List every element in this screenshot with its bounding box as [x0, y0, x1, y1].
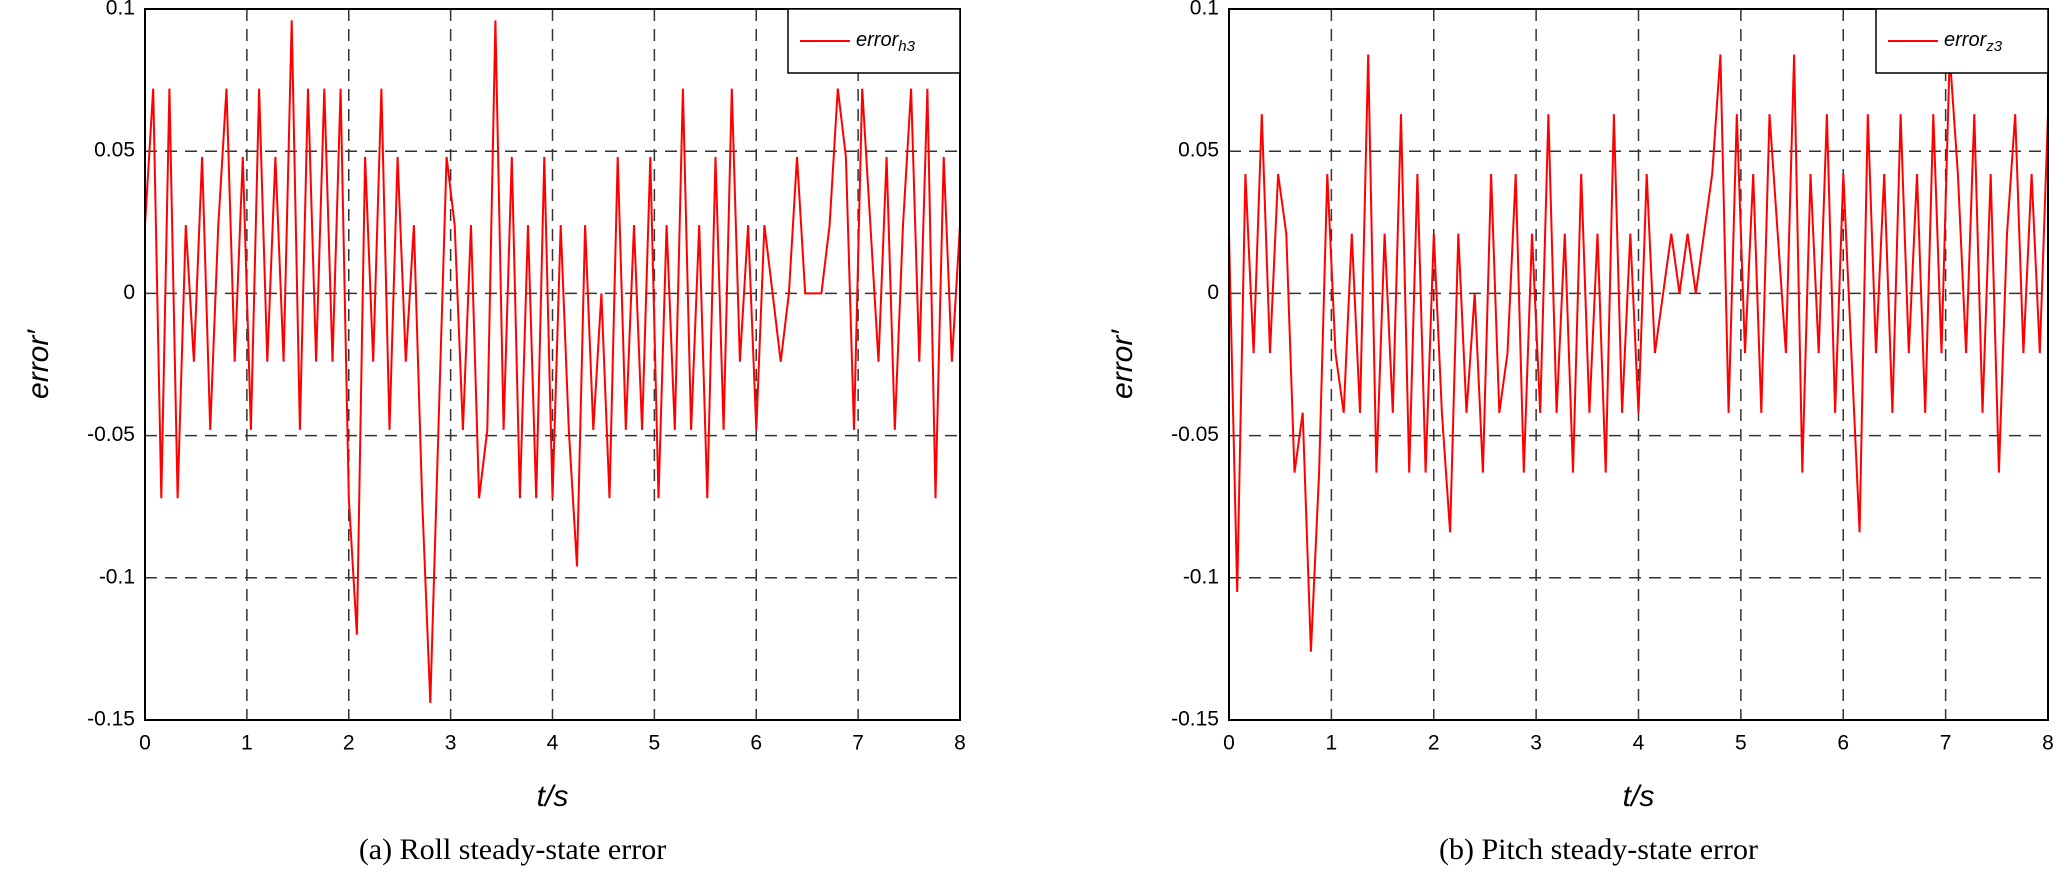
data-line — [144, 20, 961, 703]
legend: errorz3 — [1875, 8, 2049, 74]
axes-frame — [144, 8, 961, 721]
x-tick-label: 6 — [750, 732, 762, 755]
plot-area — [1229, 9, 2048, 720]
y-tick-label: -0.15 — [1171, 708, 1219, 731]
x-axis-label: t/s — [537, 780, 569, 813]
chart: -0.15 -0.1 -0.05 0 0.05 0.1 0 1 2 3 4 5 6 7 8 errorz3 t/… — [1106, 0, 2054, 866]
legend-subscript: h3 — [898, 38, 915, 55]
x-tick-label: 2 — [1428, 732, 1440, 755]
x-tick-label: 2 — [343, 732, 355, 755]
chart: -0.15 -0.1 -0.05 0 0.05 0.1 0 1 2 3 4 5 6 7 8 errorh3 t/… — [22, 0, 966, 866]
legend-label: errorh3 — [856, 29, 916, 55]
y-tick-label: 0 — [123, 281, 135, 304]
x-tick-label: 0 — [139, 732, 151, 755]
legend-subscript: z3 — [1985, 38, 2003, 55]
x-tick-label: 5 — [649, 732, 661, 755]
x-tick-label: 4 — [1633, 732, 1645, 755]
y-tick-label: 0.05 — [94, 139, 135, 162]
x-tick-label: 5 — [1735, 732, 1747, 755]
y-axis-label: error′ — [22, 329, 55, 399]
caption: (a) Roll steady-state error — [359, 833, 666, 866]
x-tick-label: 6 — [1837, 732, 1849, 755]
axes-frame — [1228, 8, 2049, 721]
x-tick-label: 7 — [852, 732, 864, 755]
x-tick-label: 1 — [241, 732, 253, 755]
data-line — [1228, 54, 2049, 652]
y-tick-label: 0.1 — [1190, 0, 1219, 20]
y-tick-label: 0.1 — [106, 0, 135, 20]
legend: errorh3 — [787, 8, 961, 74]
y-tick-label: -0.15 — [87, 708, 135, 731]
caption: (b) Pitch steady-state error — [1439, 833, 1758, 866]
x-tick-label: 7 — [1940, 732, 1952, 755]
x-axis-label: t/s — [1623, 780, 1655, 813]
y-tick-label: 0.05 — [1178, 139, 1219, 162]
y-tick-label: -0.1 — [99, 565, 135, 588]
y-tick-label: 0 — [1207, 281, 1219, 304]
y-tick-label: -0.1 — [1183, 565, 1219, 588]
legend-label: errorz3 — [1944, 29, 2003, 55]
y-axis-label: error′ — [1106, 329, 1139, 399]
y-tick-label: -0.05 — [87, 423, 135, 446]
plot-area — [145, 9, 960, 720]
x-tick-label: 3 — [445, 732, 457, 755]
legend-name: error — [1944, 29, 1988, 51]
x-tick-label: 1 — [1326, 732, 1338, 755]
x-tick-label: 4 — [547, 732, 559, 755]
y-tick-label: -0.05 — [1171, 423, 1219, 446]
x-tick-label: 8 — [954, 732, 966, 755]
x-tick-label: 8 — [2042, 732, 2054, 755]
x-tick-label: 0 — [1223, 732, 1235, 755]
x-tick-label: 3 — [1530, 732, 1542, 755]
legend-name: error — [856, 29, 900, 51]
